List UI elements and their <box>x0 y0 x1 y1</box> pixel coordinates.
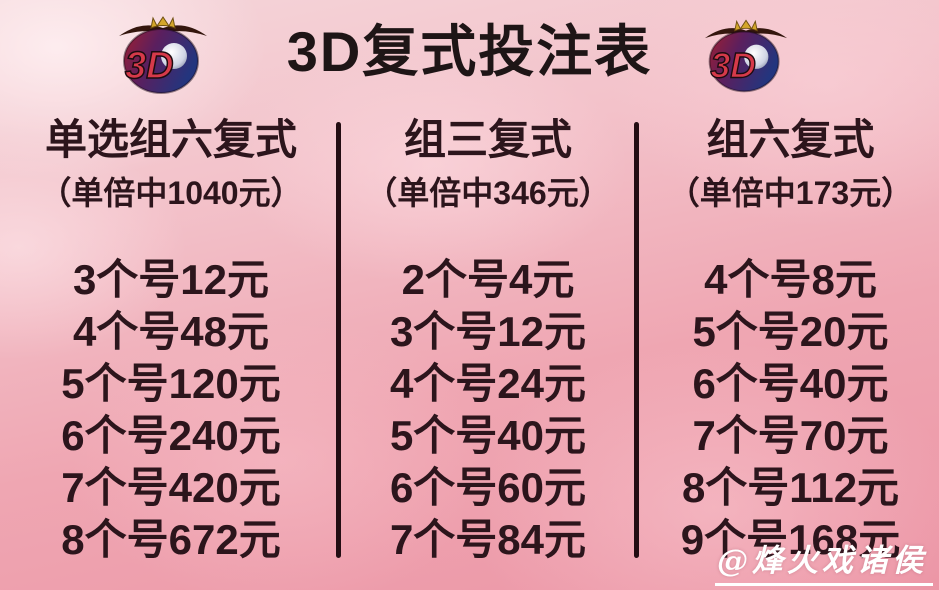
column-zuliu: 组六复式 （单倍中173元） 4个号8元 5个号20元 6个号40元 7个号70… <box>642 112 939 566</box>
price-row: 6个号60元 <box>389 464 587 511</box>
price-row: 7个号420元 <box>61 464 281 511</box>
price-row: 4个号8元 <box>704 256 877 303</box>
column-prize-subtitle: （单倍中173元） <box>667 175 914 211</box>
column-divider <box>634 122 639 558</box>
column-prize-subtitle: （单倍中1040元） <box>39 175 303 211</box>
price-row: 6个号40元 <box>692 360 889 407</box>
3d-lottery-logo-right: 3D <box>698 12 794 96</box>
price-row: 5个号20元 <box>692 308 889 355</box>
column-header: 单选组六复式 <box>44 116 297 163</box>
price-row: 8个号112元 <box>681 464 900 511</box>
3d-lottery-logo-left: 3D <box>110 8 216 98</box>
column-zusan: 组三复式 （单倍中346元） 2个号4元 3个号12元 4个号24元 5个号40… <box>344 112 632 566</box>
price-row: 3个号12元 <box>389 308 587 355</box>
price-list: 3个号12元 4个号48元 5个号120元 6个号240元 7个号420元 8个… <box>8 254 334 566</box>
column-prize-subtitle: （单倍中346元） <box>365 175 611 211</box>
3d-lottery-ball-icon: 3D <box>704 19 788 93</box>
watermark: @烽火戏诸侯 <box>715 535 933 586</box>
price-row: 3个号12元 <box>72 256 270 303</box>
price-row: 4个号24元 <box>389 360 587 407</box>
price-row: 5个号120元 <box>61 360 281 407</box>
page-title: 3D复式投注表 <box>286 20 653 83</box>
price-list: 2个号4元 3个号12元 4个号24元 5个号40元 6个号60元 7个号84元 <box>344 254 632 566</box>
price-row: 9个号168元 <box>680 516 901 563</box>
price-row: 7个号84元 <box>389 516 587 563</box>
column-header: 组三复式 <box>403 116 572 163</box>
column-danxuan-zuliu: 单选组六复式 （单倍中1040元） 3个号12元 4个号48元 5个号120元 … <box>8 112 334 566</box>
price-row: 8个号672元 <box>61 516 281 563</box>
logo-3d-text: 3D <box>125 45 174 87</box>
price-list: 4个号8元 5个号20元 6个号40元 7个号70元 8个号112元 9个号16… <box>642 254 939 566</box>
logo-3d-text: 3D <box>711 45 756 85</box>
price-row: 5个号40元 <box>389 412 587 459</box>
price-row: 2个号4元 <box>401 256 575 303</box>
price-row: 7个号70元 <box>692 412 889 459</box>
price-row: 6个号240元 <box>61 412 281 459</box>
column-header: 组六复式 <box>706 116 875 163</box>
3d-lottery-ball-icon: 3D <box>119 16 207 94</box>
column-divider <box>336 122 341 558</box>
price-row: 4个号48元 <box>72 308 270 355</box>
